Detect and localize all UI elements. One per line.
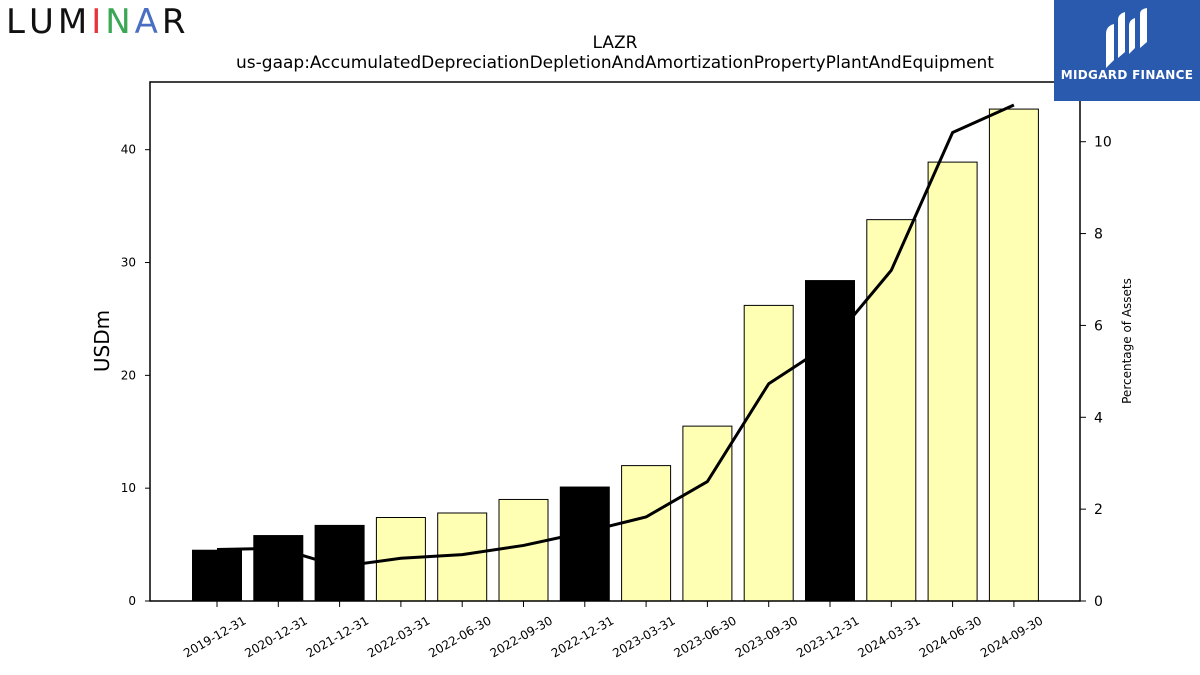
x-tick-label: 2022-06-30 bbox=[426, 613, 493, 660]
y2-tick-label: 8 bbox=[1094, 227, 1103, 243]
x-tick-label: 2023-12-31 bbox=[794, 613, 861, 660]
x-tick-label: 2023-06-30 bbox=[671, 613, 738, 660]
x-tick-label: 2022-12-31 bbox=[549, 613, 616, 660]
bar bbox=[498, 498, 549, 602]
bar bbox=[805, 280, 855, 602]
bar bbox=[559, 486, 610, 602]
bar bbox=[621, 465, 672, 602]
bar bbox=[253, 535, 304, 602]
x-tick-label: 2020-12-31 bbox=[242, 613, 309, 660]
x-tick-label: 2019-12-31 bbox=[181, 613, 248, 660]
y-tick-label: 10 bbox=[121, 481, 136, 495]
plot-frame bbox=[149, 81, 1081, 602]
chart-title: LAZR bbox=[593, 33, 638, 53]
y2-tick-label: 4 bbox=[1094, 410, 1103, 426]
y2-axis-label: Percentage of Assets bbox=[1120, 278, 1134, 404]
midgard-brand-text: MIDGARD FINANCE bbox=[1060, 68, 1194, 82]
bar bbox=[743, 304, 794, 602]
x-tick-label: 2023-03-31 bbox=[610, 613, 677, 660]
x-tick-label: 2023-09-30 bbox=[733, 613, 800, 660]
y-tick-label: 0 bbox=[128, 594, 136, 608]
y2-tick-label: 6 bbox=[1094, 318, 1103, 334]
bar bbox=[927, 161, 978, 602]
x-tick-label: 2024-09-30 bbox=[978, 613, 1045, 660]
percentage-line bbox=[216, 103, 1015, 569]
y2-tick-label: 2 bbox=[1094, 502, 1103, 518]
chart-subtitle: us-gaap:AccumulatedDepreciationDepletion… bbox=[236, 53, 994, 73]
midgard-mark-icon bbox=[1106, 8, 1147, 68]
y-tick-label: 20 bbox=[121, 368, 136, 382]
y2-tick-label: 10 bbox=[1094, 135, 1112, 151]
x-tick-label: 2024-03-31 bbox=[855, 613, 922, 660]
x-tick-label: 2022-03-31 bbox=[365, 613, 432, 660]
x-tick-label: 2021-12-31 bbox=[304, 613, 371, 660]
x-tick-label: 2024-06-30 bbox=[917, 613, 984, 660]
y-axis-label: USDm bbox=[90, 310, 114, 372]
luminar-logo: LUMINAR bbox=[6, 2, 190, 42]
bar bbox=[192, 549, 242, 602]
bar bbox=[866, 219, 917, 602]
y-tick-label: 30 bbox=[121, 256, 136, 270]
bar bbox=[988, 108, 1039, 602]
x-tick-label: 2022-09-30 bbox=[488, 613, 555, 660]
midgard-finance-logo: MIDGARD FINANCE bbox=[1054, 0, 1200, 101]
y-tick-label: 40 bbox=[121, 143, 136, 157]
y2-tick-label: 0 bbox=[1094, 594, 1103, 610]
